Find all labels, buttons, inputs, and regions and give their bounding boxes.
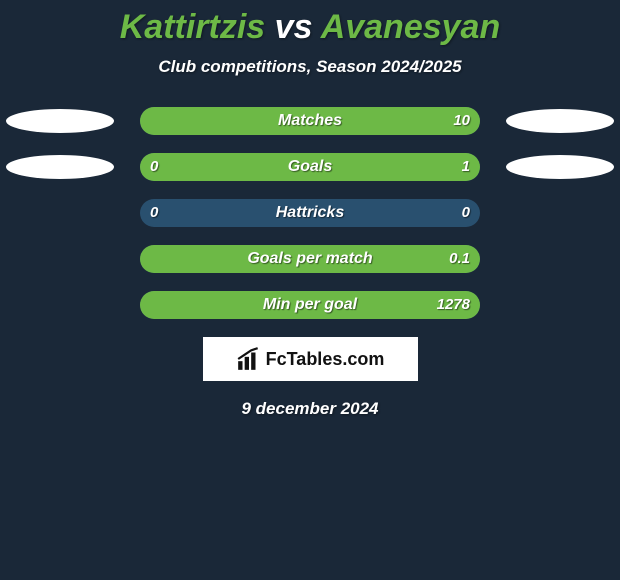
player2-name: Avanesyan (321, 8, 501, 46)
player2-avatar (506, 155, 614, 179)
subtitle: Club competitions, Season 2024/2025 (0, 57, 620, 77)
value-right: 0 (452, 199, 480, 227)
bar-track: 0.1Goals per match (140, 245, 480, 273)
stat-row: 1278Min per goal (0, 291, 620, 319)
bar-track: 01Goals (140, 153, 480, 181)
bar-track: 1278Min per goal (140, 291, 480, 319)
stat-row: 0.1Goals per match (0, 245, 620, 273)
brand-badge: FcTables.com (203, 337, 418, 381)
bar-track: 10Matches (140, 107, 480, 135)
value-right: 1278 (427, 291, 480, 319)
vs-text: vs (275, 8, 313, 46)
stat-row: 10Matches (0, 107, 620, 135)
bars-icon (236, 346, 262, 372)
bar-fill-right (140, 245, 480, 273)
bar-fill-right (140, 153, 480, 181)
player1-avatar (6, 155, 114, 179)
value-right: 0.1 (439, 245, 480, 273)
brand-text: FcTables.com (266, 349, 385, 370)
value-right: 1 (452, 153, 480, 181)
value-left: 0 (140, 153, 168, 181)
player2-avatar (506, 109, 614, 133)
comparison-title: Kattirtzis vs Avanesyan (0, 0, 620, 47)
stats-chart: 10Matches01Goals00Hattricks0.1Goals per … (0, 107, 620, 319)
date-text: 9 december 2024 (0, 399, 620, 419)
player1-name: Kattirtzis (120, 8, 265, 46)
value-right: 10 (443, 107, 480, 135)
stat-label: Hattricks (140, 199, 480, 227)
stat-row: 01Goals (0, 153, 620, 181)
bar-fill-right (140, 107, 480, 135)
stat-row: 0 0Hattricks (0, 199, 620, 227)
value-left: 0 (140, 199, 168, 227)
player1-avatar (6, 109, 114, 133)
bar-track: 0 0Hattricks (140, 199, 480, 227)
